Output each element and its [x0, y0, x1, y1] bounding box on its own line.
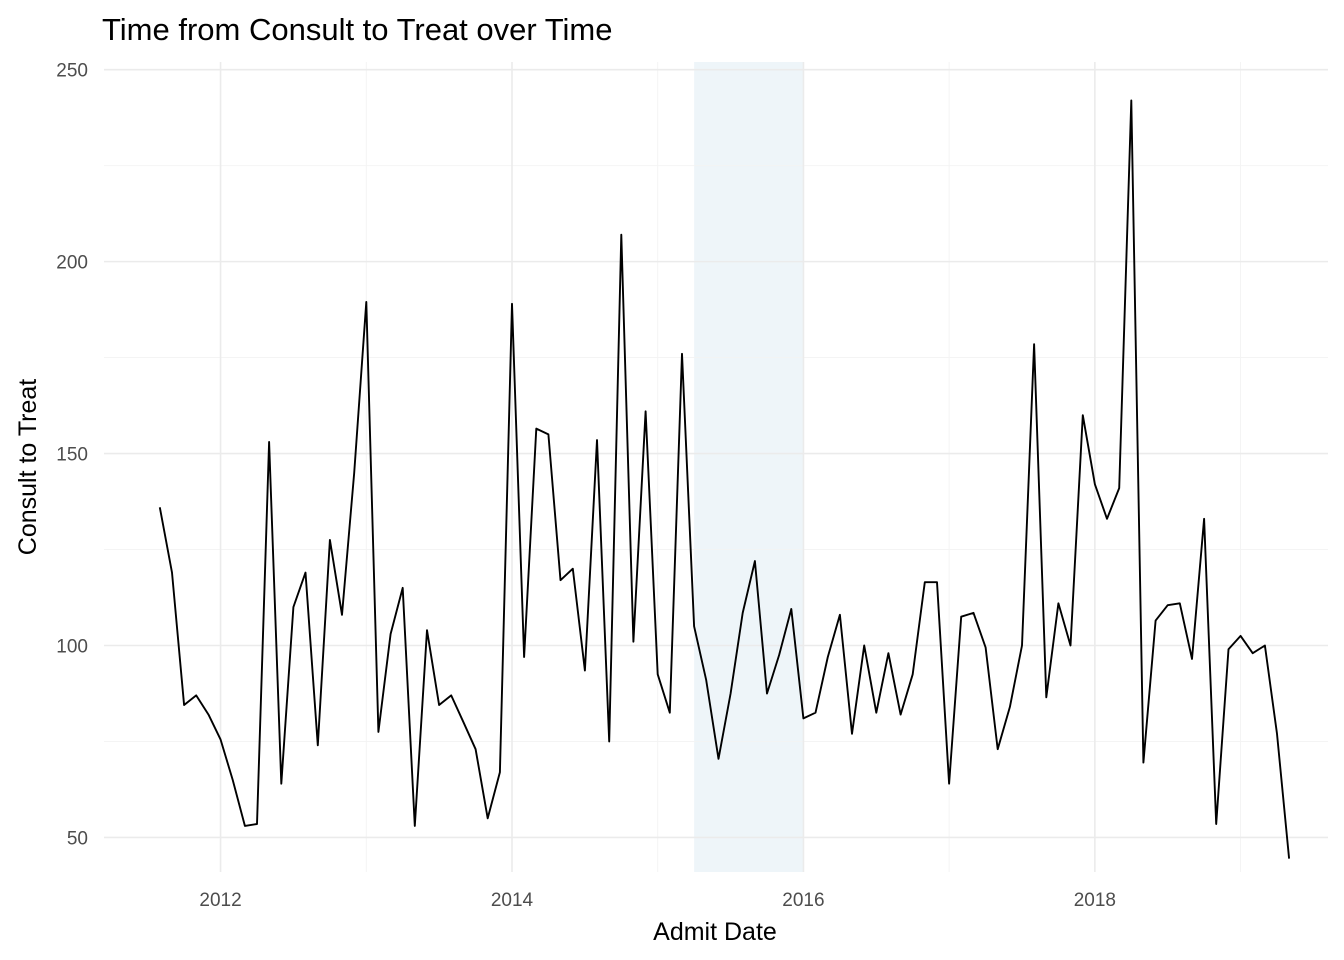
- y-axis-ticks: 50 100 150 200 250: [56, 61, 88, 850]
- y-tick-label: 50: [67, 828, 88, 849]
- series-line: [158, 99, 1291, 859]
- y-tick-label: 150: [56, 445, 88, 466]
- y-tick-label: 250: [56, 61, 88, 82]
- highlight-band-layer: [694, 62, 804, 872]
- y-axis-title: Consult to Treat: [14, 379, 42, 556]
- highlight-band: [694, 62, 804, 872]
- series-layer: [158, 99, 1291, 859]
- x-axis-ticks: 2012 2014 2016 2018: [199, 890, 1116, 911]
- gridlines: [104, 62, 1328, 872]
- x-tick-label: 2014: [491, 890, 534, 911]
- chart-title: Time from Consult to Treat over Time: [102, 12, 613, 47]
- x-tick-label: 2012: [199, 890, 241, 911]
- x-axis-title: Admit Date: [653, 918, 777, 946]
- y-tick-label: 200: [56, 253, 88, 274]
- x-tick-label: 2018: [1074, 890, 1116, 911]
- x-tick-label: 2016: [782, 890, 824, 911]
- y-tick-label: 100: [56, 637, 88, 658]
